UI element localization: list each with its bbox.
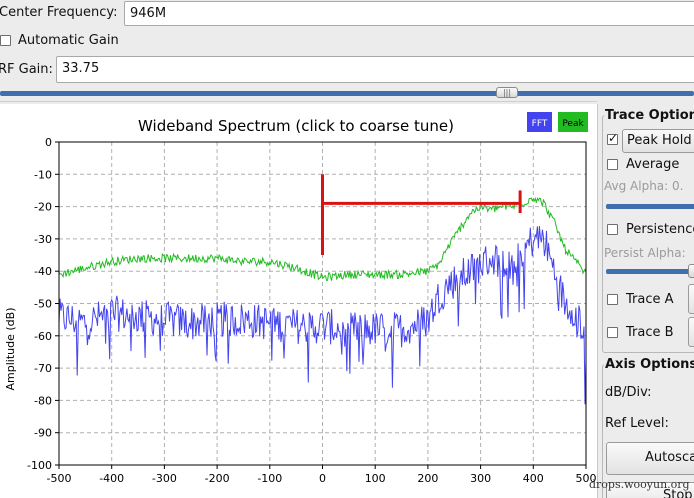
rf-gain-input[interactable]: 33.75 xyxy=(56,56,694,83)
autoscale-label: Autosca xyxy=(645,450,694,465)
legend-peak-swatch xyxy=(558,112,588,132)
persistence-checkbox[interactable] xyxy=(607,224,618,235)
y-tick-labels: 0 -10 -20 -30 -40 -50 -60 -70 -80 -90 -100 xyxy=(27,136,52,472)
avg-alpha-slider[interactable] xyxy=(606,204,694,209)
average-label: Average xyxy=(626,157,680,172)
trace-b-checkbox[interactable] xyxy=(607,327,618,338)
trace-a-button[interactable] xyxy=(688,284,694,314)
trace-a-label: Trace A xyxy=(626,292,674,307)
x-tick-label: -200 xyxy=(205,472,230,485)
y-axis-label: Amplitude (dB) xyxy=(4,308,17,391)
tuning-marker xyxy=(321,174,522,256)
trace-a-checkbox[interactable] xyxy=(607,294,618,305)
legend-fft-label: FFT xyxy=(532,119,548,129)
peak-hold-checkbox[interactable] xyxy=(607,131,618,145)
x-tick-label: 300 xyxy=(470,472,491,485)
y-tick-label: -60 xyxy=(34,330,52,343)
persist-alpha-handle[interactable] xyxy=(688,264,694,278)
x-tick-label: 400 xyxy=(523,472,544,485)
y-tick-label: -40 xyxy=(34,265,52,278)
trace-options-title: Trace Options xyxy=(604,108,694,123)
y-tick-label: 0 xyxy=(45,136,52,149)
series-fft-line xyxy=(58,226,587,405)
separator xyxy=(0,101,597,102)
automatic-gain-label: Automatic Gain xyxy=(18,33,119,48)
watermark: drops.wooyun.org xyxy=(589,478,690,491)
center-frequency-label: Center Frequency: xyxy=(0,5,118,20)
rf-gain-label: RF Gain: xyxy=(0,62,53,77)
ref-level-label: Ref Level: xyxy=(605,416,669,431)
persistence-label: Persistence xyxy=(626,222,694,237)
average-checkbox[interactable] xyxy=(607,159,618,170)
autoscale-button[interactable]: Autosca xyxy=(606,442,694,475)
x-tick-label: 100 xyxy=(365,472,386,485)
y-tick-label: -50 xyxy=(34,298,52,311)
x-tick-labels: -500 -400 -300 -200 -100 0 100 200 300 400 500 xyxy=(47,472,597,485)
trace-b-button[interactable] xyxy=(688,317,694,347)
y-tick-label: -10 xyxy=(34,168,52,181)
x-tick-label: -400 xyxy=(99,472,124,485)
legend-peak-label: Peak xyxy=(562,119,584,129)
series-peak-line xyxy=(58,196,587,282)
rf-gain-slider-handle[interactable]: ||| xyxy=(496,87,518,98)
axis-options-title: Axis Options xyxy=(604,357,694,372)
automatic-gain-checkbox[interactable] xyxy=(0,35,11,46)
persist-alpha-label: Persist Alpha: xyxy=(604,246,686,260)
peak-hold-toggle[interactable]: Peak Hold xyxy=(622,129,694,153)
x-tick-label: 0 xyxy=(319,472,326,485)
trace-b-label: Trace B xyxy=(626,325,674,340)
spectrum-chart[interactable]: Wideband Spectrum (click to coarse tune)… xyxy=(0,104,597,498)
stop-label: Stop xyxy=(663,488,693,498)
x-tick-label: -100 xyxy=(257,472,282,485)
peak-hold-label: Peak Hold xyxy=(627,133,692,148)
avg-alpha-label: Avg Alpha: 0. xyxy=(604,179,684,193)
y-tick-label: -70 xyxy=(34,362,52,375)
x-tick-label: 200 xyxy=(417,472,438,485)
x-tick-label: -500 xyxy=(47,472,72,485)
chart-series xyxy=(58,196,587,405)
center-frequency-input[interactable]: 946M xyxy=(124,1,694,26)
chart-title: Wideband Spectrum (click to coarse tune) xyxy=(138,117,454,135)
y-tick-label: -100 xyxy=(27,459,52,472)
options-panel: Trace Options Peak Hold Average Avg Alph… xyxy=(597,104,694,498)
y-tick-label: -90 xyxy=(34,427,52,440)
x-tick-label: 500 xyxy=(576,472,597,485)
legend-fft-swatch xyxy=(527,112,552,132)
x-tick-label: -300 xyxy=(152,472,177,485)
stop-button[interactable]: Stop xyxy=(606,482,694,498)
y-tick-label: -30 xyxy=(34,233,52,246)
y-tick-label: -80 xyxy=(34,394,52,407)
db-div-label: dB/Div: xyxy=(605,385,652,400)
persist-alpha-slider[interactable] xyxy=(606,269,694,274)
plot-frame xyxy=(58,141,587,466)
rf-gain-slider-track[interactable] xyxy=(0,91,694,96)
y-tick-label: -20 xyxy=(34,201,52,214)
